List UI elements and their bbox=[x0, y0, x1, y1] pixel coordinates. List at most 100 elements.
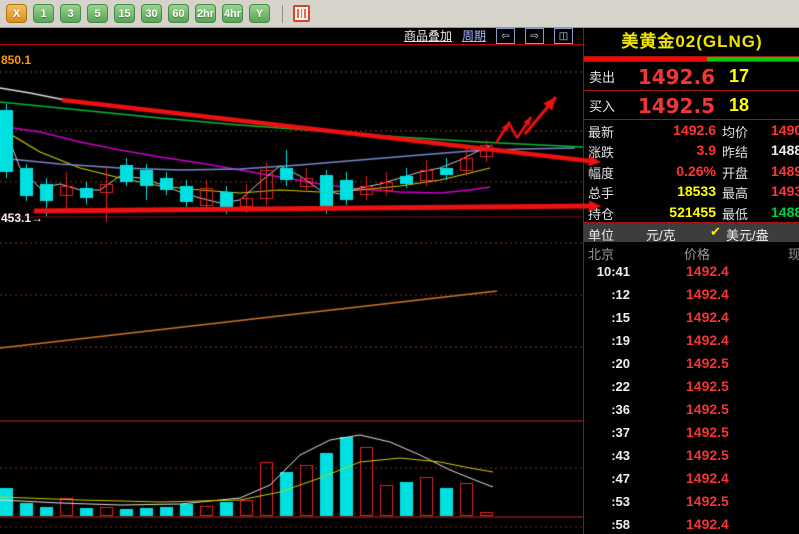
tick-list-header: 北京 价格 现 bbox=[584, 242, 799, 262]
header-volume: 现 bbox=[788, 247, 799, 262]
stat-value-clipped: 1490 bbox=[771, 122, 799, 138]
buy-qty: 18 bbox=[729, 95, 750, 115]
tick-row: :58 1492.4 bbox=[584, 513, 799, 534]
sell-price: 1492.6 bbox=[637, 64, 715, 89]
tick-time: :15 bbox=[611, 310, 630, 325]
unit-value: 元/克 bbox=[646, 228, 676, 243]
stat-value: 521455 bbox=[669, 203, 716, 220]
tick-time: :53 bbox=[611, 494, 630, 509]
nav-forward-icon[interactable]: ⇨ bbox=[525, 28, 544, 44]
stat-label: 开盘 bbox=[722, 165, 749, 181]
stat-label: 最新 bbox=[588, 125, 615, 140]
stat-value-clipped: 1488 bbox=[771, 142, 799, 159]
tick-time: :12 bbox=[611, 287, 630, 302]
interval-button-15[interactable]: 15 bbox=[114, 4, 135, 23]
tick-time: :58 bbox=[611, 517, 630, 532]
stat-label: 幅度 bbox=[588, 165, 615, 181]
tick-time: :36 bbox=[611, 402, 630, 417]
interval-button-group: 1 3 5 15 30 60 2hr 4hr Y bbox=[27, 4, 270, 23]
buy-sell-ratio-bar bbox=[584, 57, 799, 61]
stat-label: 持仓 bbox=[588, 206, 615, 222]
toolbar-divider bbox=[282, 4, 283, 23]
sell-row: 卖出 1492.6 17 bbox=[584, 62, 799, 91]
stat-value-clipped: 1489 bbox=[771, 162, 799, 179]
split-window-icon[interactable]: ◫ bbox=[554, 28, 573, 44]
interval-button-1[interactable]: 1 bbox=[33, 4, 54, 23]
close-button[interactable]: X bbox=[6, 4, 27, 23]
stat-label: 均价 bbox=[722, 125, 749, 140]
tick-row: :47 1492.4 bbox=[584, 467, 799, 490]
interval-button-Y[interactable]: Y bbox=[249, 4, 270, 23]
tick-row: :19 1492.4 bbox=[584, 329, 799, 352]
usd-unit-checkbox[interactable]: ✔ bbox=[710, 224, 721, 239]
tick-price: 1492.5 bbox=[686, 378, 729, 394]
tick-row: :20 1492.5 bbox=[584, 352, 799, 375]
interval-button-30[interactable]: 30 bbox=[141, 4, 162, 23]
buy-row: 买入 1492.5 18 bbox=[584, 91, 799, 120]
stat-row-0: 最新 1492.6 均价 1490 bbox=[584, 120, 799, 140]
stat-label: 涨跌 bbox=[588, 145, 615, 161]
buy-label: 买入 bbox=[589, 99, 616, 114]
unit-row: 单位 元/克 ✔ 美元/盎 bbox=[584, 222, 799, 243]
buy-price: 1492.5 bbox=[637, 93, 715, 118]
header-price: 价格 bbox=[684, 247, 711, 262]
sell-label: 卖出 bbox=[589, 70, 616, 85]
stat-row-2: 幅度 0.26% 开盘 1489 bbox=[584, 161, 799, 181]
stat-value-clipped: 1488 bbox=[771, 203, 799, 220]
alt-unit-label[interactable]: 美元/盎 bbox=[726, 228, 769, 243]
grid-layout-icon[interactable] bbox=[293, 5, 310, 22]
tick-time: :22 bbox=[611, 379, 630, 394]
tick-price: 1492.5 bbox=[686, 447, 729, 463]
tick-price: 1492.4 bbox=[686, 332, 729, 348]
stat-value: 1492.6 bbox=[673, 122, 716, 138]
candlestick-chart-canvas[interactable] bbox=[0, 46, 605, 534]
interval-toolbar: X 1 3 5 15 30 60 2hr 4hr Y bbox=[0, 0, 799, 28]
tick-row: :12 1492.4 bbox=[584, 283, 799, 306]
stat-value-clipped: 1493 bbox=[771, 183, 799, 200]
tick-price: 1492.5 bbox=[686, 424, 729, 440]
stat-value: 3.9 bbox=[696, 142, 716, 159]
stat-value: 18533 bbox=[677, 183, 716, 200]
tick-row: 10:41 1492.4 bbox=[584, 260, 799, 283]
tick-price: 1492.5 bbox=[686, 401, 729, 417]
tick-time: :37 bbox=[611, 425, 630, 440]
tick-time: :20 bbox=[611, 356, 630, 371]
tick-price: 1492.4 bbox=[686, 516, 729, 532]
stat-label: 昨结 bbox=[722, 145, 749, 161]
stat-row-4: 持仓 521455 最低 1488 bbox=[584, 202, 799, 222]
nav-back-icon[interactable]: ⇦ bbox=[496, 28, 515, 44]
interval-button-5[interactable]: 5 bbox=[87, 4, 108, 23]
tick-price: 1492.4 bbox=[686, 470, 729, 486]
tick-list[interactable]: 10:41 1492.4:12 1492.4:15 1492.4:19 1492.4:2… bbox=[584, 260, 799, 534]
tick-time: :47 bbox=[611, 471, 630, 486]
interval-button-3[interactable]: 3 bbox=[60, 4, 81, 23]
stat-label: 最低 bbox=[722, 206, 749, 222]
tick-time: 10:41 bbox=[596, 264, 630, 279]
quote-panel: 美黄金02(GLNG) 卖出 1492.6 17 买入 1492.5 18 最新… bbox=[583, 28, 799, 534]
stat-row-3: 总手 18533 最高 1493 bbox=[584, 181, 799, 201]
stat-row-1: 涨跌 3.9 昨结 1488 bbox=[584, 140, 799, 160]
tick-price: 1492.5 bbox=[686, 355, 729, 371]
chart-toolbar: 商品叠加 周期 ⇦ ⇨ ◫ bbox=[0, 28, 583, 45]
instrument-title: 美黄金02(GLNG) bbox=[621, 32, 763, 51]
tick-row: :15 1492.4 bbox=[584, 306, 799, 329]
stat-label: 最高 bbox=[722, 186, 749, 202]
tick-time: :19 bbox=[611, 333, 630, 348]
overlay-link[interactable]: 商品叠加 bbox=[403, 28, 452, 43]
interval-button-60[interactable]: 60 bbox=[168, 4, 189, 23]
tick-price: 1492.4 bbox=[686, 309, 729, 325]
ratio-red-segment bbox=[584, 57, 708, 61]
chart-area: 商品叠加 周期 ⇦ ⇨ ◫ 850.1 453.1→ bbox=[0, 28, 605, 534]
period-link[interactable]: 周期 bbox=[461, 28, 486, 43]
sell-qty: 17 bbox=[729, 66, 750, 86]
tick-price: 1492.4 bbox=[686, 286, 729, 302]
tick-row: :43 1492.5 bbox=[584, 444, 799, 467]
upper-price-label: 850.1 bbox=[1, 53, 32, 67]
interval-button-4hr[interactable]: 4hr bbox=[222, 4, 243, 23]
tick-row: :22 1492.5 bbox=[584, 375, 799, 398]
stat-value: 0.26% bbox=[676, 162, 716, 179]
interval-button-2hr[interactable]: 2hr bbox=[195, 4, 216, 23]
tick-row: :37 1492.5 bbox=[584, 421, 799, 444]
support-price-label: 453.1→ bbox=[1, 211, 44, 225]
